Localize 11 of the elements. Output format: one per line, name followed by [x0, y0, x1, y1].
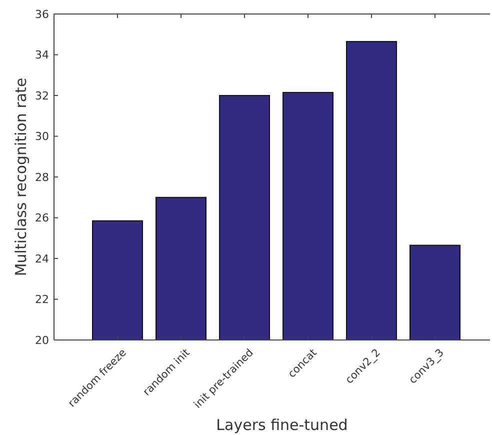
y-tick-label: 20: [35, 334, 49, 347]
y-tick-label: 30: [35, 130, 49, 144]
y-tick-label: 36: [35, 8, 49, 21]
y-tick-label: 32: [35, 89, 49, 102]
y-tick-label: 26: [35, 212, 49, 225]
x-axis-title: Layers fine-tuned: [216, 416, 348, 434]
y-tick-label: 22: [35, 293, 49, 306]
y-tick-label: 24: [35, 252, 49, 266]
y-tick-label: 28: [35, 170, 49, 184]
y-tick-label: 34: [35, 48, 49, 62]
y-axis-title: Multiclass recognition rate: [12, 78, 30, 276]
